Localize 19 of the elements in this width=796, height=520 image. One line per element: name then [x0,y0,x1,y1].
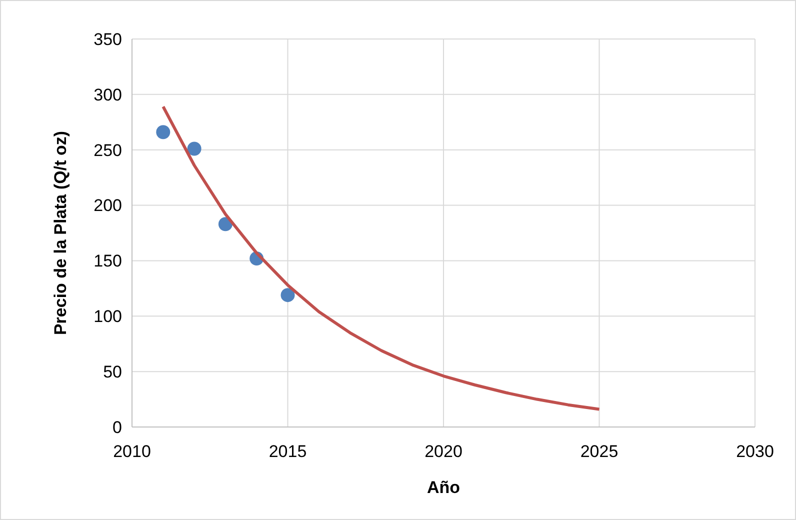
y-tick-label: 100 [94,307,122,326]
point [280,288,295,302]
line-series [162,105,601,411]
x-tick-label: 2025 [580,442,618,461]
y-tick-label: 250 [94,140,122,160]
x-tick-label: 2015 [268,442,307,461]
y-tick-label: 300 [94,85,122,104]
x-tick-label: 2020 [424,442,462,461]
x-axis-title: Año [426,478,460,497]
point [187,142,202,156]
point [156,125,170,140]
y-tick-label: 0 [112,418,122,437]
x-tick-label: 2010 [113,442,151,461]
x-tick-label: 2030 [736,442,774,461]
y-axis-title: Precio de la Plata (Q/t oz) [51,130,70,336]
y-tick-label: 150 [94,252,122,271]
y-tick-label: 350 [94,30,122,49]
y-tick-label: 200 [94,196,122,216]
y-tick-label: 50 [103,362,122,382]
